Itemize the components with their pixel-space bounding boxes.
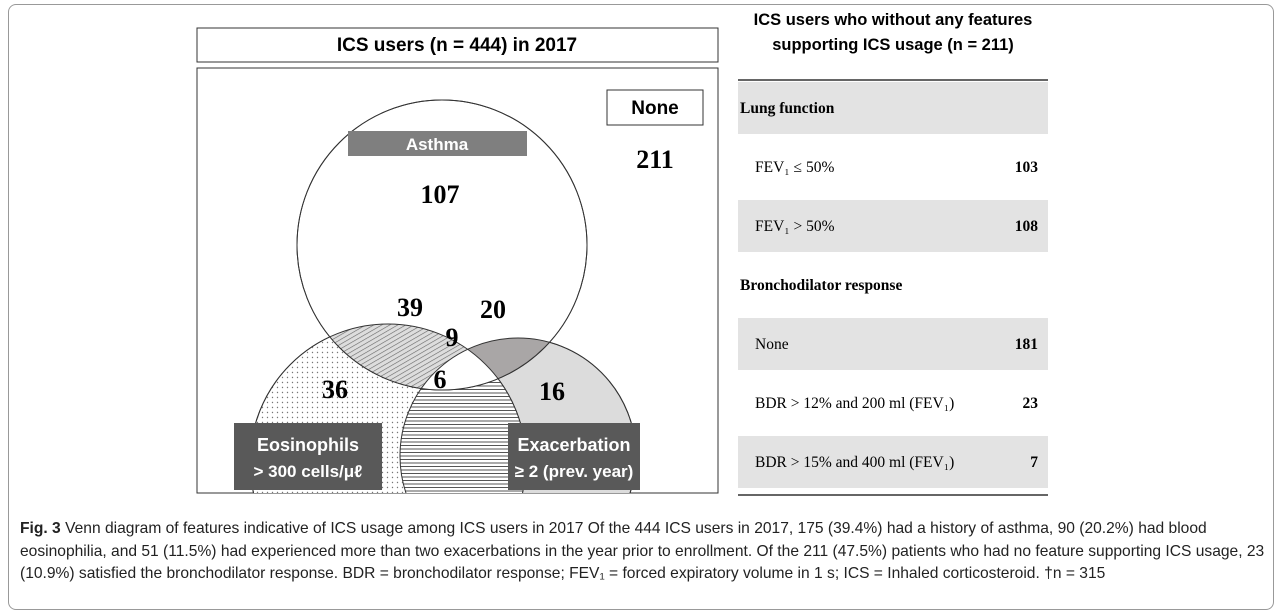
figure-frame	[8, 4, 1274, 610]
table-title: supporting ICS usage (n = 211)	[772, 36, 1014, 54]
section-header: Lung function	[740, 100, 835, 117]
asthma-label-box	[348, 131, 527, 156]
exac-label: ≥ 2 (prev. year)	[515, 462, 634, 481]
region-count: 6	[434, 365, 447, 394]
row-background	[738, 82, 1048, 134]
eos-label: > 300 cells/μℓ	[254, 462, 363, 481]
region-count: 9	[446, 323, 459, 352]
eos-label-box	[234, 423, 382, 490]
row-value: 181	[1015, 336, 1038, 353]
row-background	[738, 436, 1048, 488]
row-value: 7	[1030, 454, 1038, 471]
row-label: BDR > 15% and 400 ml (FEV₁)	[755, 454, 954, 471]
exac-label: Exacerbation	[517, 435, 630, 455]
none-box	[606, 89, 704, 126]
row-label: FEV₁ ≤ 50%	[755, 159, 834, 176]
asthma-label: Asthma	[406, 135, 469, 154]
row-label: FEV₁ > 50%	[755, 218, 835, 235]
eos-exac-region	[400, 338, 526, 493]
venn-title: ICS users (n = 444) in 2017	[337, 35, 577, 56]
caption-text: Venn diagram of features indicative of I…	[20, 520, 1265, 582]
table-title: ICS users who without any features	[754, 11, 1033, 29]
region-count: 16	[539, 377, 565, 406]
row-label: None	[755, 336, 789, 353]
row-value: 108	[1015, 218, 1039, 235]
section-header: Bronchodilator response	[740, 277, 902, 294]
caption: Fig. 3 Venn diagram of features indicati…	[20, 518, 1265, 586]
figure: ICS users (n = 444) in 2017 Asthma None …	[196, 11, 1048, 496]
none-label: None	[631, 98, 679, 119]
region-count: 211	[636, 145, 674, 174]
caption-footnote: †n = 315	[1044, 565, 1106, 582]
row-background	[738, 318, 1048, 370]
row-value: 23	[1023, 395, 1039, 412]
region-count: 36	[322, 375, 348, 404]
eos-label: Eosinophils	[257, 435, 359, 455]
region-count: 39	[397, 293, 423, 322]
row-background	[738, 200, 1048, 252]
region-count: 107	[421, 180, 460, 209]
venn-title-box	[196, 27, 719, 63]
row-value: 103	[1015, 159, 1039, 176]
region-count: 20	[480, 295, 506, 324]
exac-label-box	[508, 423, 640, 490]
row-label: BDR > 12% and 200 ml (FEV₁)	[755, 395, 954, 412]
caption-label: Fig. 3	[20, 520, 61, 537]
